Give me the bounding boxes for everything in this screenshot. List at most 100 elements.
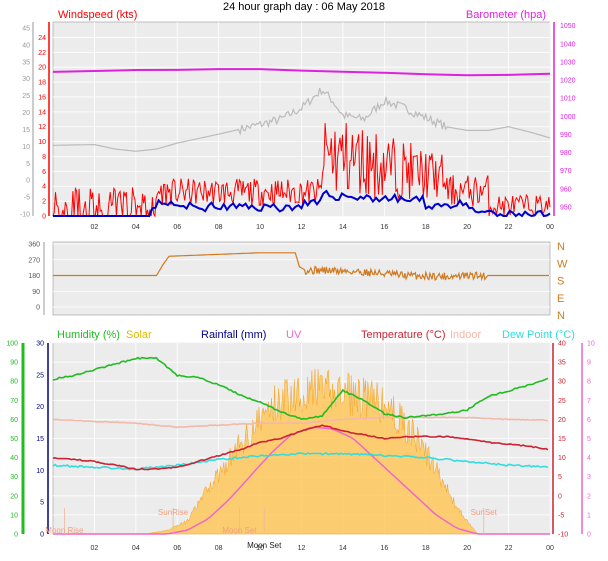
wind-x-tick-label: 16 xyxy=(380,224,388,231)
annotation-label: Moon Set xyxy=(222,526,257,535)
wind-outer-tick-label: 0 xyxy=(26,178,30,185)
rain-tick-label: 30 xyxy=(36,341,44,348)
wind-inner-tick-label: 18 xyxy=(38,80,46,87)
wind-series xyxy=(52,68,551,218)
annotation-label: Moon Set xyxy=(247,541,282,550)
humidity-tick-label: 10 xyxy=(10,512,18,519)
humidity-tick-label: 40 xyxy=(10,455,18,462)
compass-label: E xyxy=(557,293,564,305)
compass-label: W xyxy=(557,258,568,270)
temp-x-tick-label: 06 xyxy=(173,545,181,552)
humidity-tick-label: 50 xyxy=(10,436,18,443)
wind-inner-tick-label: 16 xyxy=(38,94,46,101)
humidity-tick-label: 90 xyxy=(10,360,18,367)
uv-tick-label: 3 xyxy=(587,474,591,481)
wind-inner-tick-label: 10 xyxy=(38,139,46,146)
wind-outer-tick-label: 10 xyxy=(22,144,30,151)
wind-x-tick-label: 20 xyxy=(463,224,471,231)
temp-series xyxy=(52,356,550,535)
annotation-label: SunRise xyxy=(158,508,189,517)
barometer-tick-label: 980 xyxy=(560,150,572,157)
rain-tick-label: 15 xyxy=(36,436,44,443)
humidity-tick-label: 20 xyxy=(10,493,18,500)
temp-tick-label: 5 xyxy=(558,474,562,481)
wind-inner-tick-label: 12 xyxy=(38,124,46,131)
wind-inner-tick-label: 24 xyxy=(38,35,46,42)
temp-x-tick-label: 20 xyxy=(463,545,471,552)
temp-panel: 02 04 06 08 10 12 14 16 18 20 22 000102030405060708… xyxy=(6,329,595,552)
wind-grid xyxy=(53,22,551,217)
barometer-tick-label: 990 xyxy=(560,132,572,139)
humidity-tick-label: 60 xyxy=(10,417,18,424)
dir-tick-label: 90 xyxy=(32,289,40,296)
wind-outer-tick-label: 35 xyxy=(22,59,30,66)
windspeed-line xyxy=(52,122,551,218)
wind-outer-tick-label: 20 xyxy=(22,110,30,117)
windspeed-label: Windspeed (kts) xyxy=(58,9,137,21)
wind-inner-tick-label: 4 xyxy=(42,184,46,191)
compass-label: N xyxy=(557,241,565,253)
indoor-line xyxy=(52,416,548,429)
temp-annotations: Moon Rise SunRise Moon Set SunSet Moon Set xyxy=(45,508,498,550)
barometer-tick-label: 1010 xyxy=(560,96,576,103)
temp-x-tick-label: 02 xyxy=(91,545,99,552)
dewpoint-label: Dew Point (°C) xyxy=(502,329,575,341)
compass-label: S xyxy=(557,276,564,288)
wind-inner-tick-label: 2 xyxy=(42,199,46,206)
wind-x-tick-label: 08 xyxy=(215,224,223,231)
solar-label: Solar xyxy=(126,329,152,341)
temp-tick-label: 30 xyxy=(558,379,566,386)
uv-tick-label: 4 xyxy=(587,455,591,462)
avg-wind-line xyxy=(53,189,551,218)
humidity-tick-label: 80 xyxy=(10,379,18,386)
compass-label: N xyxy=(557,310,565,322)
barometer-tick-label: 1020 xyxy=(560,78,576,85)
wind-outer-tick-label: 45 xyxy=(22,26,30,33)
rain-tick-label: 20 xyxy=(36,404,44,411)
temp-axes: 02 04 06 08 10 12 14 16 18 20 22 000102030405060708… xyxy=(6,341,595,553)
humidity-tick-label: 0 xyxy=(14,532,18,539)
temp-tick-label: -5 xyxy=(558,512,564,519)
rain-tick-label: 25 xyxy=(36,372,44,379)
wind-x-tick-label: 06 xyxy=(173,224,181,231)
humidity-tick-label: 70 xyxy=(10,398,18,405)
annotation-label: Moon Rise xyxy=(45,526,84,535)
wind-outer-tick-label: 5 xyxy=(26,161,30,168)
temp-tick-label: 20 xyxy=(558,417,566,424)
wind-outer-tick-label: 25 xyxy=(22,93,30,100)
temp-x-tick-label: 10 xyxy=(256,545,264,552)
barometer-tick-label: 1050 xyxy=(560,23,576,30)
indoor-label: Indoor xyxy=(450,329,482,341)
temp-x-tick-label: 12 xyxy=(298,545,306,552)
barometer-tick-label: 970 xyxy=(560,168,572,175)
uv-tick-label: 9 xyxy=(587,360,591,367)
wind-inner-tick-label: 22 xyxy=(38,50,46,57)
humidity-tick-label: 30 xyxy=(10,474,18,481)
barometer-label: Barometer (hpa) xyxy=(466,9,546,21)
temp-x-tick-label: 18 xyxy=(422,545,430,552)
wind-inner-tick-label: 6 xyxy=(42,169,46,176)
temp-x-tick-label: 04 xyxy=(132,545,140,552)
wind-x-tick-label: 22 xyxy=(505,224,513,231)
wind-axes: 02 04 06 08 10 12 14 16 18 20 22 000246810121416182… xyxy=(20,22,576,231)
direction-plot-area xyxy=(52,241,551,316)
temp-tick-label: 40 xyxy=(558,341,566,348)
uv-label: UV xyxy=(286,329,302,341)
uv-tick-label: 8 xyxy=(587,379,591,386)
uv-tick-label: 2 xyxy=(587,493,591,500)
rainfall-label: Rainfall (mm) xyxy=(201,329,266,341)
wind-x-tick-label: 12 xyxy=(298,224,306,231)
wind-x-tick-label: 00 xyxy=(546,224,554,231)
wind-outer-tick-label: -5 xyxy=(24,195,30,202)
barometer-line xyxy=(52,68,551,77)
uv-tick-label: 7 xyxy=(587,398,591,405)
temperature-label: Temperature (°C) xyxy=(361,329,445,341)
barometer-tick-label: 1040 xyxy=(560,41,576,48)
wind-outer-tick-label: -10 xyxy=(20,212,30,219)
direction-line xyxy=(53,252,549,282)
barometer-tick-label: 1030 xyxy=(560,59,576,66)
temp-x-tick-label: 08 xyxy=(215,545,223,552)
temp-tick-label: 0 xyxy=(558,493,562,500)
